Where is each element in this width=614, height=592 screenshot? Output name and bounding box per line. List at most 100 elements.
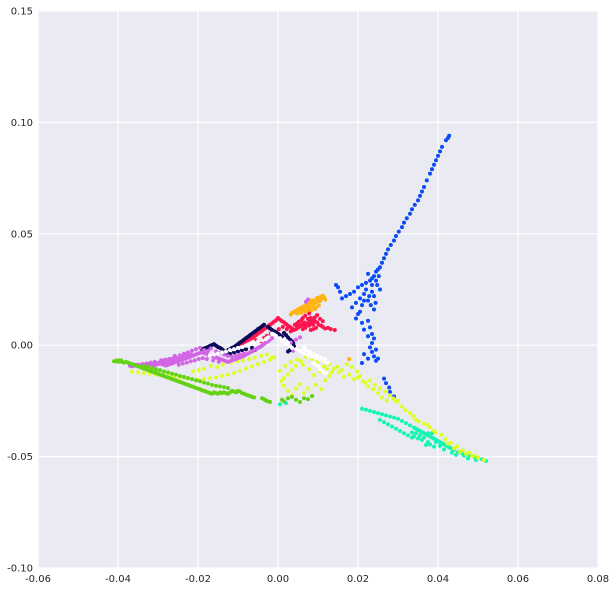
- scatter-point: [344, 362, 349, 367]
- scatter-point: [366, 384, 370, 389]
- x-axis-tick-labels: -0.06 -0.04 -0.02 0.00 0.02 0.04 0.06 0.08: [25, 574, 609, 585]
- scatter-point: [380, 260, 384, 265]
- scatter-point: [310, 354, 314, 359]
- scatter-point: [374, 347, 378, 352]
- x-tick-label: 0.08: [587, 574, 609, 585]
- scatter-point: [282, 376, 286, 381]
- scatter-point: [220, 362, 225, 367]
- scatter-point: [298, 382, 302, 387]
- scatter-point: [286, 372, 290, 377]
- scatter-point: [226, 385, 230, 390]
- scatter-point: [378, 386, 382, 391]
- scatter-point: [184, 353, 189, 358]
- scatter-point: [142, 371, 146, 376]
- scatter-point: [280, 324, 285, 329]
- scatter-point: [216, 351, 220, 356]
- scatter-point: [315, 353, 320, 358]
- y-axis-tick-labels: -0.10 -0.05 0.00 0.05 0.10 0.15: [7, 7, 33, 575]
- scatter-point: [316, 303, 321, 308]
- scatter-point: [308, 351, 313, 355]
- scatter-point: [332, 328, 337, 333]
- scatter-point: [434, 440, 438, 445]
- scatter-point: [398, 428, 402, 433]
- scatter-point: [388, 389, 392, 394]
- scatter-point: [368, 278, 372, 283]
- scatter-point: [376, 411, 380, 416]
- scatter-point: [208, 353, 212, 358]
- scatter-point: [186, 376, 190, 381]
- scatter-point: [420, 189, 424, 194]
- scatter-point: [194, 378, 198, 383]
- scatter-point: [400, 404, 404, 409]
- scatter-point: [299, 322, 304, 327]
- scatter-point: [319, 387, 324, 392]
- scatter-point: [288, 359, 293, 364]
- scatter-point: [202, 380, 206, 385]
- scatter-point: [414, 431, 418, 436]
- scatter-point: [362, 352, 366, 357]
- scatter-point: [350, 305, 354, 310]
- scatter-point: [424, 443, 428, 448]
- scatter-point: [374, 269, 378, 274]
- y-tick-label: 0.10: [11, 118, 33, 129]
- scatter-point: [278, 368, 282, 373]
- scatter-point: [372, 336, 376, 341]
- scatter-point: [310, 298, 314, 303]
- scatter-point: [314, 382, 318, 387]
- scatter-point: [188, 352, 193, 357]
- scatter-point: [342, 374, 346, 379]
- scatter-point: [460, 448, 465, 453]
- scatter-point: [238, 368, 242, 373]
- scatter-point: [335, 365, 340, 370]
- scatter-point: [202, 348, 206, 353]
- scatter-point: [438, 443, 442, 448]
- scatter-point: [163, 357, 168, 362]
- scatter-point: [334, 283, 338, 288]
- scatter-point: [288, 312, 293, 317]
- scatter-point: [224, 349, 228, 354]
- scatter-point: [308, 316, 313, 321]
- scatter-point: [412, 425, 416, 430]
- scatter-point: [416, 419, 421, 424]
- scatter-point: [280, 339, 284, 344]
- scatter-point: [464, 451, 468, 456]
- scatter-point: [307, 367, 312, 372]
- scatter-point: [320, 369, 325, 374]
- scatter-point: [428, 442, 432, 447]
- scatter-point: [283, 341, 288, 346]
- scatter-point: [434, 158, 438, 163]
- scatter-point: [290, 345, 294, 350]
- scatter-point: [350, 365, 354, 370]
- scatter-point: [252, 340, 256, 345]
- scatter-point: [178, 373, 182, 378]
- scatter-point: [476, 455, 480, 460]
- scatter-point: [252, 355, 257, 360]
- scatter-point: [403, 408, 408, 413]
- scatter-point: [306, 353, 310, 358]
- scatter-point: [312, 373, 316, 378]
- scatter-point: [294, 386, 298, 391]
- scatter-point: [198, 379, 202, 384]
- series-lime-green: [112, 358, 314, 405]
- scatter-point: [466, 456, 470, 461]
- scatter-point: [154, 367, 158, 372]
- scatter-point: [300, 327, 305, 332]
- scatter-point: [304, 323, 309, 328]
- scatter-point: [455, 444, 460, 449]
- scatter-point: [384, 381, 388, 386]
- scatter-point: [240, 348, 244, 353]
- scatter-point: [340, 368, 344, 373]
- scatter-point: [307, 311, 312, 316]
- scatter-point: [202, 366, 206, 371]
- scatter-point: [360, 406, 364, 411]
- scatter-point: [390, 424, 394, 429]
- scatter-point: [387, 385, 392, 390]
- series-blue: [334, 133, 452, 399]
- scatter-point: [440, 144, 444, 149]
- x-tick-label: 0.04: [427, 574, 449, 585]
- scatter-point: [196, 357, 201, 362]
- scatter-point: [418, 433, 422, 438]
- scatter-point: [244, 347, 248, 352]
- scatter-point: [439, 432, 444, 437]
- scatter-point: [260, 338, 264, 343]
